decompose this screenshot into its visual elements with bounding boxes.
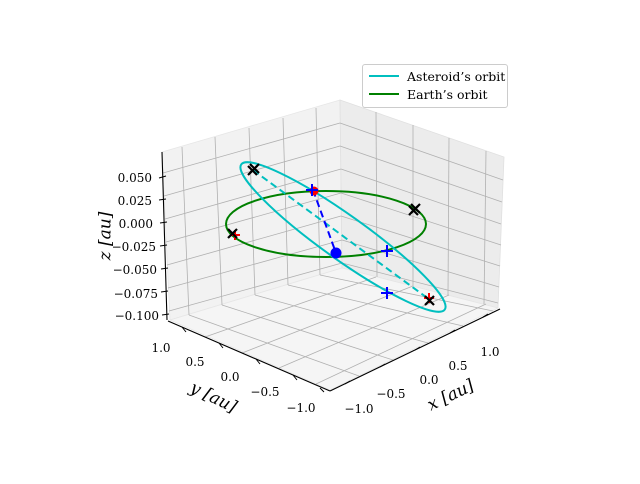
black-x-marker	[424, 295, 435, 306]
earth-orbit-line	[225, 190, 427, 258]
z-axis-label: z [au]	[96, 211, 116, 261]
x-tick: 0.0	[419, 373, 438, 387]
y-axis-line	[167, 320, 331, 392]
y-tick: −1.0	[286, 401, 315, 415]
legend-swatch-asteroid	[369, 75, 399, 77]
y-tick: −0.5	[250, 385, 279, 399]
tick-marks	[158, 175, 489, 393]
z-tick: −0.100	[115, 309, 159, 323]
z-tick: 0.000	[119, 217, 153, 231]
legend: Asteroid’s orbit Earth’s orbit	[362, 64, 508, 108]
z-tick: −0.025	[112, 240, 156, 254]
black-x-marker	[247, 163, 260, 176]
legend-item-asteroid: Asteroid’s orbit	[369, 67, 505, 85]
z-tick-labels: 0.050 0.025 0.000 −0.025 −0.050 −0.075 −…	[112, 171, 159, 323]
blue-plus-marker	[306, 184, 318, 196]
z-axis-line	[161, 151, 168, 321]
earth-position-marker	[330, 247, 342, 259]
y-tick: 0.0	[220, 370, 239, 384]
legend-item-earth: Earth’s orbit	[369, 85, 488, 103]
y-tick: 1.0	[151, 341, 170, 355]
z-tick: −0.050	[113, 263, 157, 277]
legend-label: Asteroid’s orbit	[407, 68, 506, 84]
blue-plus-marker	[381, 287, 393, 299]
x-tick: 0.5	[448, 359, 467, 373]
legend-label: Earth’s orbit	[407, 86, 488, 102]
y-tick-labels: 1.0 0.5 0.0 −0.5 −1.0	[151, 341, 315, 415]
z-tick: 0.050	[118, 171, 152, 185]
z-tick: 0.025	[118, 194, 152, 208]
x-tick: −0.5	[376, 387, 405, 401]
grid	[162, 107, 504, 385]
x-tick: −1.0	[344, 402, 373, 416]
blue-plus-marker	[381, 245, 393, 257]
y-tick: 0.5	[185, 355, 204, 369]
x-tick: 1.0	[480, 345, 499, 359]
x-tick-labels: −1.0 −0.5 0.0 0.5 1.0	[344, 345, 499, 416]
black-x-marker	[408, 203, 421, 216]
markers	[227, 163, 435, 306]
asteroid-orbit-line	[239, 161, 447, 313]
legend-swatch-earth	[369, 93, 399, 95]
asteroid-apsides-line	[252, 169, 431, 301]
panes	[161, 99, 505, 391]
node-earth-connector	[312, 189, 337, 254]
black-x-marker	[227, 228, 238, 239]
z-tick: −0.075	[114, 287, 158, 301]
